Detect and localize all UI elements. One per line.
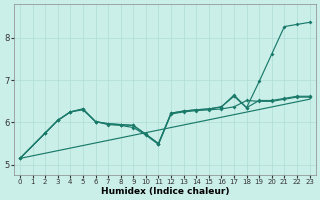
X-axis label: Humidex (Indice chaleur): Humidex (Indice chaleur) (100, 187, 229, 196)
